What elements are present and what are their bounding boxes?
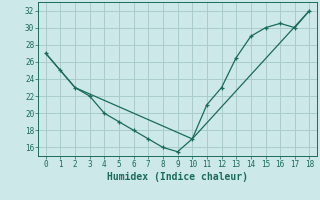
X-axis label: Humidex (Indice chaleur): Humidex (Indice chaleur): [107, 172, 248, 182]
